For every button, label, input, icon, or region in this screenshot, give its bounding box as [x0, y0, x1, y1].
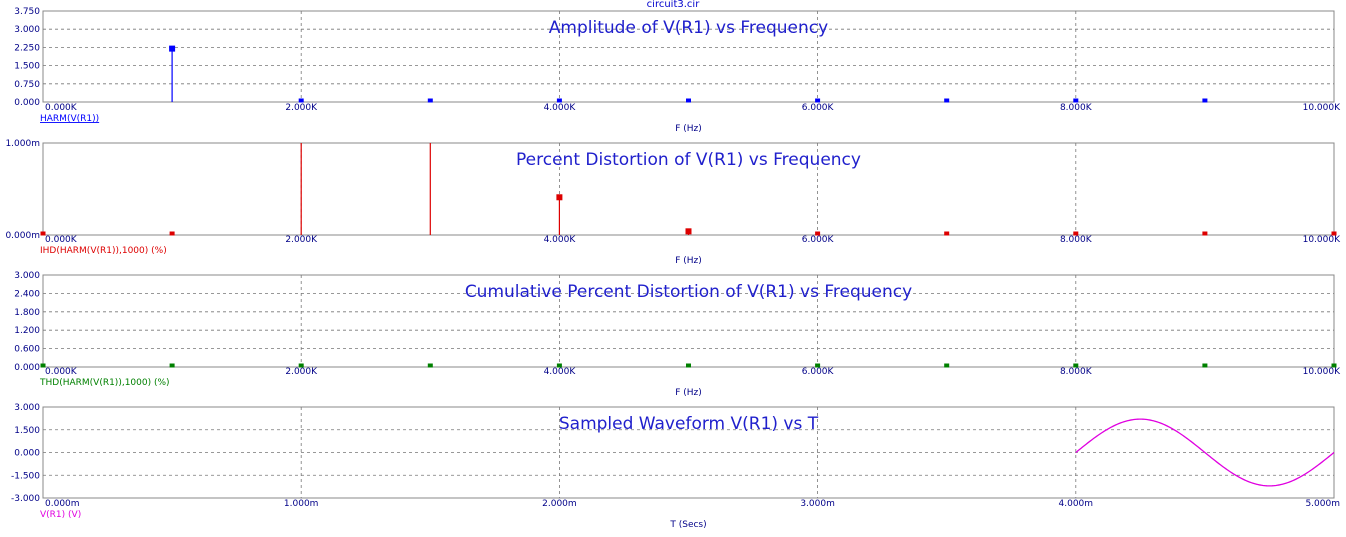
y-tick-label: 1.800 — [14, 308, 40, 318]
y-tick-label: 1.500 — [14, 62, 40, 72]
y-tick-label: 0.750 — [14, 80, 40, 90]
plot-title: Cumulative Percent Distortion of V(R1) v… — [465, 282, 912, 302]
trace-label: V(R1) (V) — [40, 510, 81, 520]
trace-label: IHD(HARM(V(R1)),1000) (%) — [40, 246, 167, 256]
y-tick-label: 3.000 — [14, 403, 40, 413]
x-tick-label: 8.000K — [1060, 367, 1093, 377]
data-point — [1073, 231, 1079, 236]
y-tick-label: 0.000 — [14, 449, 40, 459]
data-point — [1073, 98, 1079, 103]
data-point — [427, 98, 433, 103]
x-tick-label: 4.000K — [544, 235, 577, 245]
trace-label: HARM(V(R1)) — [40, 114, 99, 124]
y-tick-label: 1.000m — [5, 139, 40, 149]
data-point — [298, 98, 304, 103]
data-point — [685, 228, 692, 235]
y-tick-label: 1.200 — [14, 326, 40, 336]
data-point — [169, 45, 176, 52]
data-point — [298, 363, 304, 368]
plot-title: Amplitude of V(R1) vs Frequency — [549, 18, 828, 38]
x-tick-label: 6.000K — [802, 367, 835, 377]
y-tick-label: 0.000 — [14, 98, 40, 108]
data-point — [169, 363, 175, 368]
x-axis-label: T (Secs) — [669, 520, 706, 530]
x-tick-label: 0.000K — [45, 235, 78, 245]
data-point — [1331, 231, 1337, 236]
x-tick-label: 0.000K — [45, 103, 78, 113]
x-tick-label: 6.000K — [802, 103, 835, 113]
data-point — [686, 363, 691, 368]
data-point — [1202, 231, 1208, 236]
x-tick-label: 4.000m — [1059, 499, 1094, 509]
data-point — [556, 98, 562, 103]
plot-frame — [42, 274, 1335, 368]
data-point — [40, 231, 46, 236]
y-tick-label: -3.000 — [11, 494, 40, 504]
x-tick-label: 6.000K — [802, 235, 835, 245]
x-axis-label: F (Hz) — [675, 388, 702, 398]
x-tick-label: 10.000K — [1303, 367, 1341, 377]
series-line — [1075, 418, 1335, 487]
y-tick-label: 2.250 — [14, 43, 40, 53]
x-axis-label: F (Hz) — [675, 124, 702, 134]
data-point — [556, 194, 563, 201]
y-tick-label: 3.750 — [14, 7, 40, 17]
x-tick-label: 2.000K — [285, 103, 318, 113]
x-tick-label: 2.000K — [285, 367, 318, 377]
y-tick-label: 0.000m — [5, 231, 40, 241]
x-axis-label: F (Hz) — [675, 256, 702, 266]
x-tick-label: 2.000m — [542, 499, 577, 509]
x-tick-label: 1.000m — [284, 499, 319, 509]
data-point — [1202, 98, 1208, 103]
x-tick-label: 2.000K — [285, 235, 318, 245]
data-point — [169, 231, 175, 236]
y-tick-label: 2.400 — [14, 289, 40, 299]
y-tick-label: -1.500 — [11, 471, 40, 481]
x-tick-label: 4.000K — [544, 103, 577, 113]
x-tick-label: 3.000m — [800, 499, 835, 509]
data-point — [815, 98, 821, 103]
data-point — [944, 98, 950, 103]
data-point — [1331, 363, 1337, 368]
x-tick-label: 0.000m — [45, 499, 80, 509]
y-tick-label: 3.000 — [14, 271, 40, 281]
y-tick-label: 0.000 — [14, 363, 40, 373]
trace-label: THD(HARM(V(R1)),1000) (%) — [39, 378, 170, 388]
data-point — [815, 231, 821, 236]
y-tick-label: 1.500 — [14, 426, 40, 436]
data-point — [556, 363, 562, 368]
window-title: circuit3.cir — [646, 0, 700, 10]
data-point — [1073, 363, 1079, 368]
y-tick-label: 0.600 — [14, 345, 40, 355]
plot-title: Percent Distortion of V(R1) vs Frequency — [516, 150, 861, 170]
data-point — [1202, 363, 1208, 368]
x-tick-label: 8.000K — [1060, 103, 1093, 113]
plot-frame — [42, 10, 1335, 103]
data-point — [686, 98, 691, 103]
x-tick-label: 8.000K — [1060, 235, 1093, 245]
x-tick-label: 0.000K — [45, 367, 78, 377]
data-point — [944, 231, 950, 236]
data-point — [40, 363, 46, 368]
data-point — [427, 363, 433, 368]
data-point — [815, 363, 821, 368]
data-point — [944, 363, 950, 368]
x-tick-label: 4.000K — [544, 367, 577, 377]
x-tick-label: 5.000m — [1305, 499, 1340, 509]
x-tick-label: 10.000K — [1303, 235, 1341, 245]
y-tick-label: 3.000 — [14, 25, 40, 35]
plot-title: Sampled Waveform V(R1) vs T — [559, 414, 819, 434]
x-tick-label: 10.000K — [1303, 103, 1341, 113]
